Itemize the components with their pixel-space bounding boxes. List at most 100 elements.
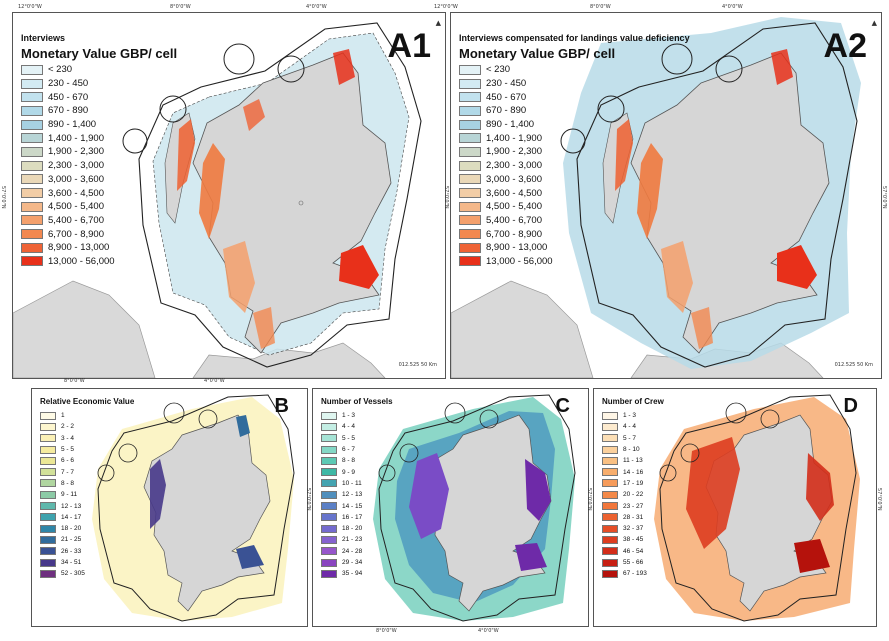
legend-label: 7 - 7 [61,468,75,476]
high-value-area [243,99,265,131]
legend-label: 5 - 5 [342,434,356,442]
legend-item: 5 - 7 [602,433,664,444]
panel-label: C [555,395,570,417]
inshore-boundary [152,32,410,356]
legend-subtitle: Monetary Value GBP/ cell [21,46,178,61]
legend-item: 2 - 2 [40,421,134,432]
offshore-boundary [138,22,422,368]
map-panel-b: Relative Economic Value 1 2 - 2 3 - 4 5 - 5… [31,388,308,627]
high-value-area [199,143,225,239]
d-legend: Number of Crew 1 - 3 4 - 4 5 - 7 8 - 10 11 -… [602,397,664,579]
legend-title: Interviews compensated for landings valu… [459,33,690,43]
legend-swatch [321,479,337,488]
legend-swatch [21,229,43,240]
legend-item: 14 - 15 [321,500,393,511]
legend-item: 9 - 11 [40,489,134,500]
legend-swatch [21,256,43,267]
legend-swatch [40,535,56,544]
legend-item: 2,300 - 3,000 [21,159,177,173]
legend-swatch [321,456,337,465]
legend-swatch [21,160,43,171]
lon-tick: 8°0'0"W [170,4,191,10]
legend-item: 8 - 8 [40,478,134,489]
legend-label: 38 - 45 [623,536,644,544]
legend-label: 450 - 670 [486,91,527,103]
legend-swatch [21,215,43,226]
legend-swatch [321,558,337,567]
legend-swatch [321,434,337,443]
legend-item: 13,000 - 56,000 [459,255,690,269]
high-value-area [515,543,547,571]
c-map [373,394,576,622]
legend-rows: 1 - 3 4 - 4 5 - 7 8 - 10 11 - 13 14 - 16 17 - … [602,410,664,579]
legend-item: 9 - 9 [321,466,393,477]
legend-label: 12 - 13 [342,491,363,499]
island-boundary [659,464,677,482]
lon-tick: 12°0'0"W [434,4,458,10]
panel-label: A2 [823,27,867,65]
legend-swatch [21,133,43,144]
legend-label: 4,500 - 5,400 [48,201,104,213]
north-arrow-icon: ▲ [435,19,441,27]
legend-label: 1,900 - 2,300 [48,146,104,158]
legend-label: 12 - 13 [61,502,82,510]
legend-label: 6,700 - 8,900 [48,228,104,240]
legend-label: 46 - 54 [623,547,644,555]
legend-label: 28 - 31 [623,513,644,521]
legend-label: 26 - 33 [61,547,82,555]
legend-item: 1 - 3 [321,410,393,421]
legend-swatch [459,242,481,253]
island-boundary [725,402,747,424]
legend-label: 8 - 8 [342,457,356,465]
lat-tick: 57°0'0"N [305,488,311,511]
a1-map [13,22,422,378]
legend-label: 1,400 - 1,900 [486,132,542,144]
island-boundary [198,409,218,429]
legend-title: Number of Vessels [321,397,393,406]
legend-rows: 1 2 - 2 3 - 4 5 - 5 6 - 6 7 - 7 8 - 8 9 - 11 12 … [40,410,134,579]
legend-item: 26 - 33 [40,546,134,557]
legend-swatch [459,201,481,212]
legend-label: 13,000 - 56,000 [48,255,115,267]
scale-bar: 012.525 50 Km [398,362,437,368]
legend-swatch [40,558,56,567]
legend-label: 8,900 - 13,000 [48,242,110,254]
legend-item: 890 - 1,400 [459,118,690,132]
legend-swatch [459,188,481,199]
high-value-area [691,307,713,349]
north-arrow-icon: ▲ [871,19,877,27]
legend-swatch [602,434,618,443]
legend-item: 7 - 7 [40,466,134,477]
legend-label: 14 - 15 [342,502,363,510]
legend-label: 230 - 450 [486,78,527,90]
legend-item: 1,400 - 1,900 [459,131,690,145]
legend-swatch [321,422,337,431]
legend-label: 3 - 4 [61,434,75,442]
lat-tick: 57°0'0"N [0,186,6,209]
legend-swatch [602,456,618,465]
legend-item: 6 - 6 [40,455,134,466]
legend-swatch [602,513,618,522]
lon-tick: 8°0'0"W [590,4,611,10]
legend-label: 230 - 450 [48,78,89,90]
island-boundary [118,443,138,463]
legend-swatch [459,256,481,267]
legend-item: 13,000 - 56,000 [21,255,177,269]
high-value-area [177,119,195,191]
legend-item: 67 - 193 [602,568,664,579]
legend-swatch [40,524,56,533]
legend-swatch [321,535,337,544]
high-value-area [794,539,830,573]
legend-item: 8 - 10 [602,444,664,455]
map-panel-d: Number of Crew 1 - 3 4 - 4 5 - 7 8 - 10 11 -… [593,388,877,627]
a1-legend: Interviews Monetary Value GBP/ cell < 23… [21,33,177,268]
legend-item: 4,500 - 5,400 [459,200,690,214]
legend-swatch [459,92,481,103]
legend-item: 17 - 19 [602,478,664,489]
legend-label: 3,000 - 3,600 [48,173,104,185]
legend-rows: < 230 230 - 450 450 - 670 670 - 890 890 - 1,… [459,63,690,268]
legend-item: 32 - 37 [602,523,664,534]
legend-item: 10 - 11 [321,478,393,489]
high-value-area [333,49,355,85]
legend-label: 24 - 28 [342,547,363,555]
